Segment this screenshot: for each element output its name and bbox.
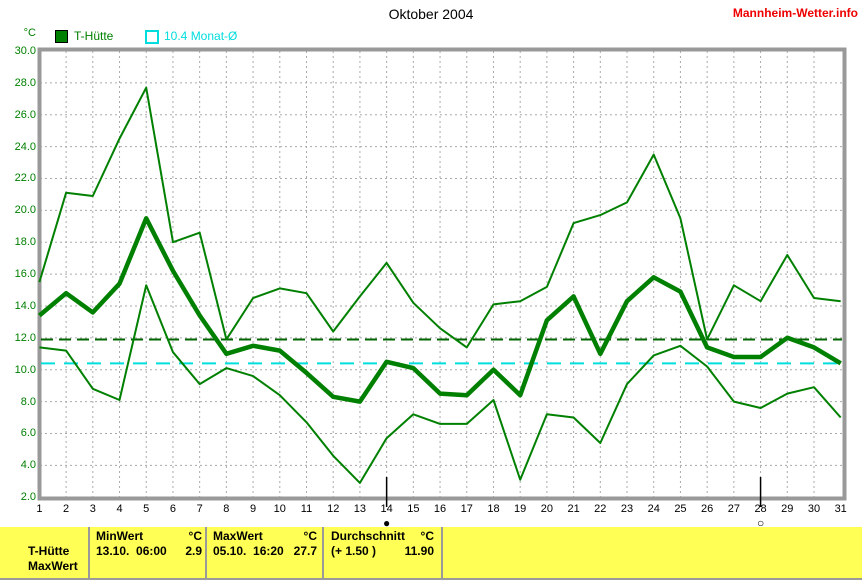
table-divider — [205, 527, 207, 578]
y-tick-label: 16.0 — [14, 268, 36, 281]
table-divider — [441, 527, 443, 578]
x-tick-label: 18 — [487, 503, 500, 515]
x-tick-label: 31 — [834, 503, 847, 515]
site-link[interactable]: Mannheim-Wetter.info — [732, 6, 858, 20]
table-divider — [322, 527, 324, 578]
y-axis-unit: °C — [23, 27, 36, 39]
durchschnitt-value: 11.90 — [404, 544, 434, 558]
minwert-header: MinWert — [96, 529, 144, 543]
x-tick-label: 16 — [433, 503, 447, 515]
table-bottom-border — [0, 578, 862, 580]
x-tick-label: 8 — [223, 503, 230, 515]
x-tick-label: 9 — [250, 503, 257, 515]
x-tick-label: 21 — [567, 503, 580, 515]
table-divider — [88, 527, 90, 578]
maxwert-unit: °C — [303, 529, 317, 543]
y-tick-label: 4.0 — [20, 459, 36, 472]
x-tick-label: 20 — [540, 503, 553, 515]
x-tick-label: 12 — [327, 503, 340, 515]
x-tick-label: 28 — [754, 503, 767, 515]
x-tick-label: 4 — [116, 503, 123, 515]
y-tick-label: 10.0 — [14, 363, 36, 376]
x-tick-label: 3 — [89, 503, 96, 515]
y-tick-label: 8.0 — [20, 395, 36, 408]
legend-label-monat-avg: 10.4 Monat-Ø — [164, 29, 238, 43]
y-tick-label: 22.0 — [14, 172, 36, 185]
durchschnitt-delta: (+ 1.50 ) — [331, 544, 377, 558]
y-tick-label: 20.0 — [14, 204, 36, 217]
y-tick-label: 6.0 — [20, 427, 36, 440]
stats-table: T-Hütte MaxWert MinWert °C 13.10. 06:00 … — [0, 527, 862, 578]
minwert-datetime: 13.10. 06:00 — [96, 544, 167, 558]
x-tick-label: 22 — [594, 503, 607, 515]
x-tick-label: 29 — [781, 503, 794, 515]
x-tick-label: 11 — [300, 503, 313, 515]
x-tick-label: 26 — [701, 503, 714, 515]
y-tick-label: 24.0 — [14, 140, 36, 153]
x-tick-label: 17 — [460, 503, 473, 515]
maxwert-datetime: 05.10. 16:20 — [213, 544, 284, 558]
y-tick-label: 28.0 — [14, 76, 36, 89]
x-tick-label: 2 — [63, 503, 70, 515]
x-tick-label: 27 — [727, 503, 740, 515]
table-series-label: T-Hütte — [28, 544, 70, 558]
x-tick-label: 13 — [353, 503, 367, 515]
x-tick-label: 6 — [169, 503, 176, 515]
page-title: Oktober 2004 — [388, 6, 474, 22]
durchschnitt-header: Durchschnitt — [331, 529, 406, 543]
x-tick-label: 23 — [620, 503, 634, 515]
moon-phase-full-icon: ○ — [756, 516, 765, 530]
moon-phase-new-icon: ● — [383, 516, 391, 530]
y-tick-label: 12.0 — [14, 331, 36, 344]
table-series-sublabel: MaxWert — [28, 559, 78, 573]
legend-label-t-huette: T-Hütte — [74, 29, 114, 43]
x-tick-label: 14 — [380, 503, 393, 515]
x-tick-label: 1 — [36, 503, 43, 515]
x-tick-label: 7 — [196, 503, 203, 515]
legend-swatch-t-huette — [55, 30, 68, 43]
x-tick-label: 5 — [143, 503, 150, 515]
y-tick-label: 2.0 — [20, 491, 36, 504]
legend-swatch-monat-avg — [145, 30, 159, 44]
x-tick-label: 19 — [514, 503, 527, 515]
x-tick-label: 24 — [647, 503, 660, 515]
x-tick-label: 10 — [273, 503, 286, 515]
y-tick-label: 26.0 — [14, 108, 36, 121]
maxwert-value: 27.7 — [293, 544, 317, 558]
x-tick-label: 25 — [674, 503, 687, 515]
minwert-value: 2.9 — [185, 544, 202, 558]
durchschnitt-unit: °C — [420, 529, 434, 543]
x-tick-label: 15 — [407, 503, 420, 515]
y-tick-label: 14.0 — [14, 299, 36, 312]
maxwert-header: MaxWert — [213, 529, 263, 543]
y-tick-label: 30.0 — [14, 45, 36, 57]
y-tick-label: 18.0 — [14, 236, 36, 249]
x-tick-label: 30 — [807, 503, 821, 515]
minwert-unit: °C — [188, 529, 202, 543]
